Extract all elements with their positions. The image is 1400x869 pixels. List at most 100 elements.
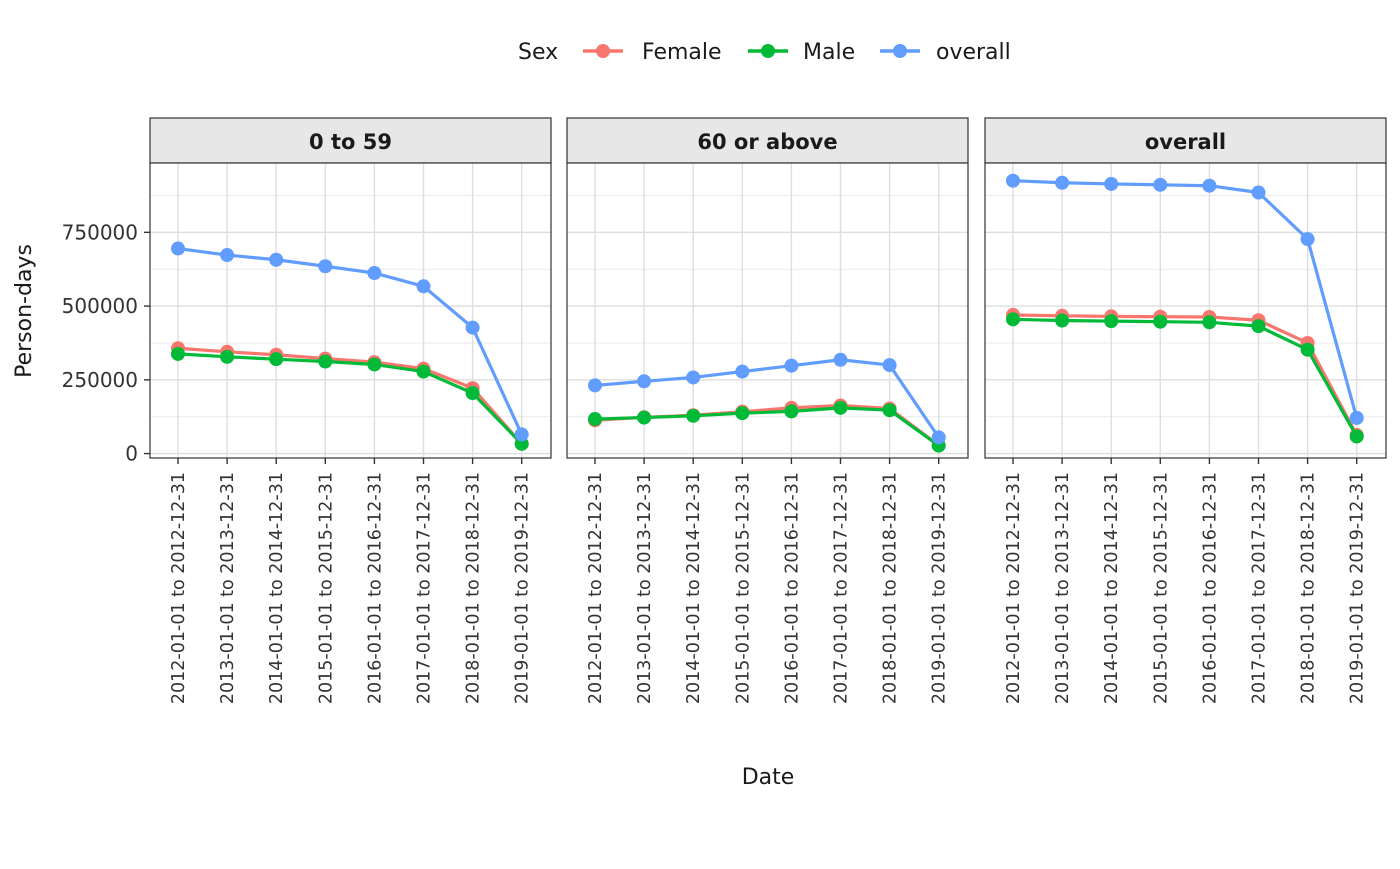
x-tick-label: 2014-01-01 to 2014-12-31 — [684, 472, 704, 704]
data-point — [1153, 177, 1168, 192]
data-point — [1055, 175, 1070, 190]
data-point — [1202, 315, 1217, 330]
data-point — [171, 241, 185, 256]
legend-item-male: Male — [748, 40, 855, 65]
data-point — [637, 374, 652, 389]
panel-border — [566, 162, 969, 459]
x-tick-label: 2012-01-01 to 2012-12-31 — [586, 472, 606, 704]
x-tick-label: 2013-01-01 to 2013-12-31 — [635, 472, 655, 704]
legend-label: overall — [936, 40, 1011, 65]
legend-key-point — [761, 44, 775, 58]
data-point — [588, 412, 602, 427]
data-point — [735, 406, 750, 421]
x-tick-label: 2015-01-01 to 2015-12-31 — [733, 472, 753, 704]
legend-title: Sex — [518, 40, 558, 65]
x-tick-label: 2012-01-01 to 2012-12-31 — [169, 472, 189, 704]
x-tick-label: 2019-01-01 to 2019-12-31 — [930, 472, 950, 704]
data-point — [882, 403, 897, 418]
legend: Sex Female Male overall — [518, 40, 1011, 65]
y-axis: 0 250000 500000 750000 — [62, 220, 150, 466]
y-tick-label: 250000 — [62, 368, 138, 392]
data-point — [1251, 185, 1266, 200]
data-point — [686, 408, 701, 423]
series-line — [177, 246, 524, 436]
panel-3: overall 2012-01-01 to 2012-12-31 2013-01-0… — [984, 117, 1387, 704]
data-point — [171, 346, 185, 361]
data-point — [833, 400, 848, 415]
series-male — [171, 346, 529, 451]
x-tick-label: 2013-01-01 to 2013-12-31 — [218, 472, 238, 704]
x-tick-label: 2019-01-01 to 2019-12-31 — [1348, 472, 1368, 704]
data-point — [588, 378, 602, 393]
legend-key-point — [893, 44, 907, 58]
y-tick-label: 500000 — [62, 294, 138, 318]
x-tick-label: 2018-01-01 to 2018-12-31 — [1299, 472, 1319, 704]
data-point — [1006, 312, 1020, 327]
x-tick-label: 2016-01-01 to 2016-12-31 — [365, 472, 385, 704]
data-point — [514, 427, 529, 442]
data-point — [1104, 176, 1119, 191]
series-line — [1012, 179, 1359, 419]
data-point — [220, 248, 235, 263]
y-axis-title: Person-days — [12, 244, 37, 378]
x-tick-label: 2017-01-01 to 2017-12-31 — [1250, 472, 1270, 704]
data-point — [465, 386, 480, 401]
data-point — [367, 266, 382, 281]
data-point — [637, 410, 652, 425]
data-point — [465, 320, 480, 335]
series-overall — [1006, 173, 1364, 425]
data-point — [1153, 314, 1168, 329]
x-tick-label: 2016-01-01 to 2016-12-31 — [782, 472, 802, 704]
series-line — [177, 346, 523, 445]
data-point — [833, 352, 848, 367]
data-point — [784, 404, 799, 419]
panel-strip — [149, 117, 552, 164]
data-point — [416, 279, 431, 294]
series-line — [177, 352, 523, 445]
x-tick-label: 2017-01-01 to 2017-12-31 — [415, 472, 435, 704]
panel-background — [985, 163, 1386, 458]
data-point — [784, 358, 799, 373]
data-point — [220, 349, 235, 364]
legend-item-female: Female — [583, 40, 722, 65]
panel-title: 0 to 59 — [309, 130, 392, 154]
data-point — [882, 358, 897, 373]
x-tick-label: 2014-01-01 to 2014-12-31 — [267, 472, 287, 704]
x-tick-label: 2015-01-01 to 2015-12-31 — [316, 472, 336, 704]
panel-2: 60 or above 2012-01-01 to 2012-12-31 2013-… — [566, 117, 969, 704]
data-point — [318, 354, 333, 369]
x-tick-label: 2018-01-01 to 2018-12-31 — [881, 472, 901, 704]
data-point — [269, 352, 284, 367]
x-axis-title: Date — [742, 765, 795, 790]
data-point — [1300, 342, 1315, 357]
x-tick-label: 2019-01-01 to 2019-12-31 — [513, 472, 533, 704]
data-point — [269, 252, 284, 267]
data-point — [1349, 429, 1364, 444]
data-point — [931, 430, 946, 445]
legend-key-point — [596, 44, 610, 58]
data-point — [1055, 313, 1070, 328]
series-male — [588, 400, 946, 453]
data-point — [686, 370, 701, 385]
x-tick-label: 2017-01-01 to 2017-12-31 — [832, 472, 852, 704]
data-point — [1202, 178, 1217, 193]
series-line — [1012, 317, 1359, 438]
series-overall — [588, 352, 946, 445]
series-line — [1012, 313, 1359, 436]
panel-title: 60 or above — [697, 130, 837, 154]
legend-item-overall: overall — [880, 40, 1011, 65]
series-male — [1006, 312, 1364, 444]
data-point — [1349, 410, 1364, 425]
series-line — [594, 406, 940, 447]
panel-border — [149, 162, 552, 459]
panel-background — [150, 163, 551, 458]
data-point — [1300, 232, 1315, 247]
data-point — [416, 364, 431, 379]
data-point — [1104, 314, 1119, 329]
panel-strip — [566, 117, 969, 164]
data-point — [1251, 319, 1266, 334]
series-line — [594, 358, 941, 439]
x-tick-label: 2013-01-01 to 2013-12-31 — [1053, 472, 1073, 704]
panel-1: 0 to 59 2012-01-01 to 2012-12-31 2013-01-0… — [149, 117, 552, 704]
